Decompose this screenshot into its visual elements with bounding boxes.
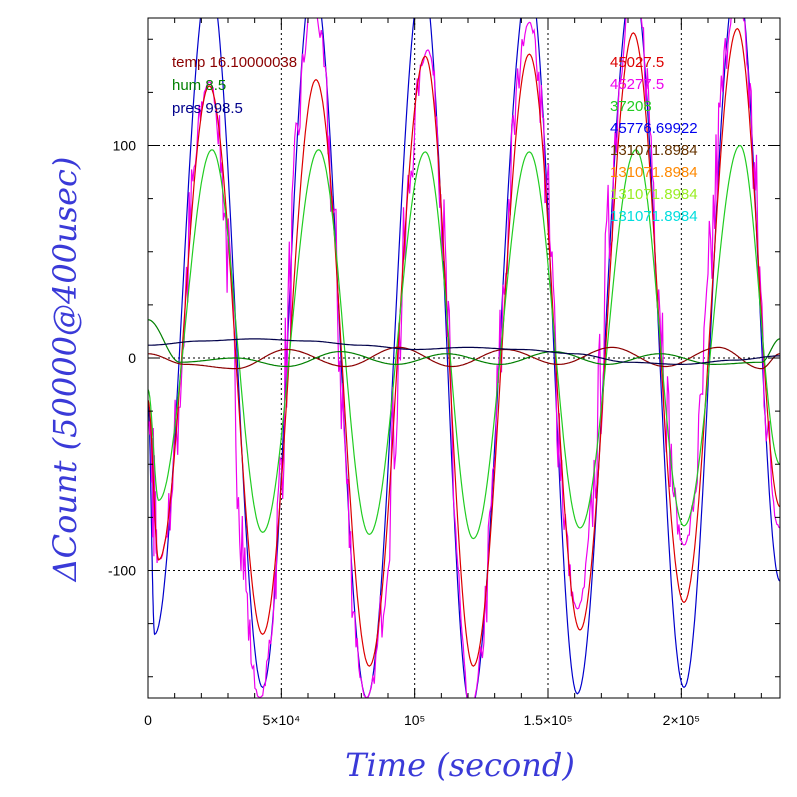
y-tick-label: 0 bbox=[128, 350, 136, 366]
y-tick-label: 100 bbox=[113, 138, 137, 154]
legend-right: 45027.5 45277.5 37208 45776.69922 131071.898… bbox=[610, 54, 698, 225]
x-tick-label: 5×10⁴ bbox=[263, 712, 301, 728]
legend-entry: pres 998.5 bbox=[172, 100, 243, 117]
legend-entry: 45776.69922 bbox=[610, 120, 698, 137]
legend-entry: 131071.8984 bbox=[610, 208, 698, 225]
x-tick-label: 2×10⁵ bbox=[663, 712, 700, 728]
legend-entry: hum 8.5 bbox=[172, 77, 226, 94]
x-axis-title: Time (second) bbox=[345, 746, 575, 784]
legend-left: temp 16.10000038 hum 8.5 pres 998.5 bbox=[172, 54, 297, 117]
x-tick-label: 10⁵ bbox=[404, 712, 425, 728]
legend-entry: 131071.8984 bbox=[610, 142, 698, 159]
series-line bbox=[148, 144, 780, 540]
x-tick-label: 1.5×10⁵ bbox=[523, 712, 572, 728]
legend-entry: 45027.5 bbox=[610, 54, 664, 71]
y-tick-label: -100 bbox=[108, 563, 136, 579]
series-line bbox=[148, 346, 780, 370]
legend-entry: 131071.8984 bbox=[610, 164, 698, 181]
y-axis-title: ΔCount (50000@400usec) bbox=[46, 157, 84, 584]
series-line bbox=[148, 319, 780, 368]
series-line bbox=[148, 18, 780, 698]
legend-entry: 45277.5 bbox=[610, 76, 664, 93]
legend-entry: 131071.8984 bbox=[610, 186, 698, 203]
legend-entry: 37208 bbox=[610, 98, 652, 115]
legend-entry: temp 16.10000038 bbox=[172, 54, 297, 71]
series-line bbox=[148, 338, 780, 365]
series-lines bbox=[148, 18, 780, 698]
x-tick-label: 0 bbox=[144, 712, 152, 728]
series-line bbox=[148, 27, 780, 667]
axis-ticks: 0 5×10⁴ 10⁵ 1.5×10⁵ 2×10⁵ 100 0 -100 bbox=[108, 18, 780, 728]
